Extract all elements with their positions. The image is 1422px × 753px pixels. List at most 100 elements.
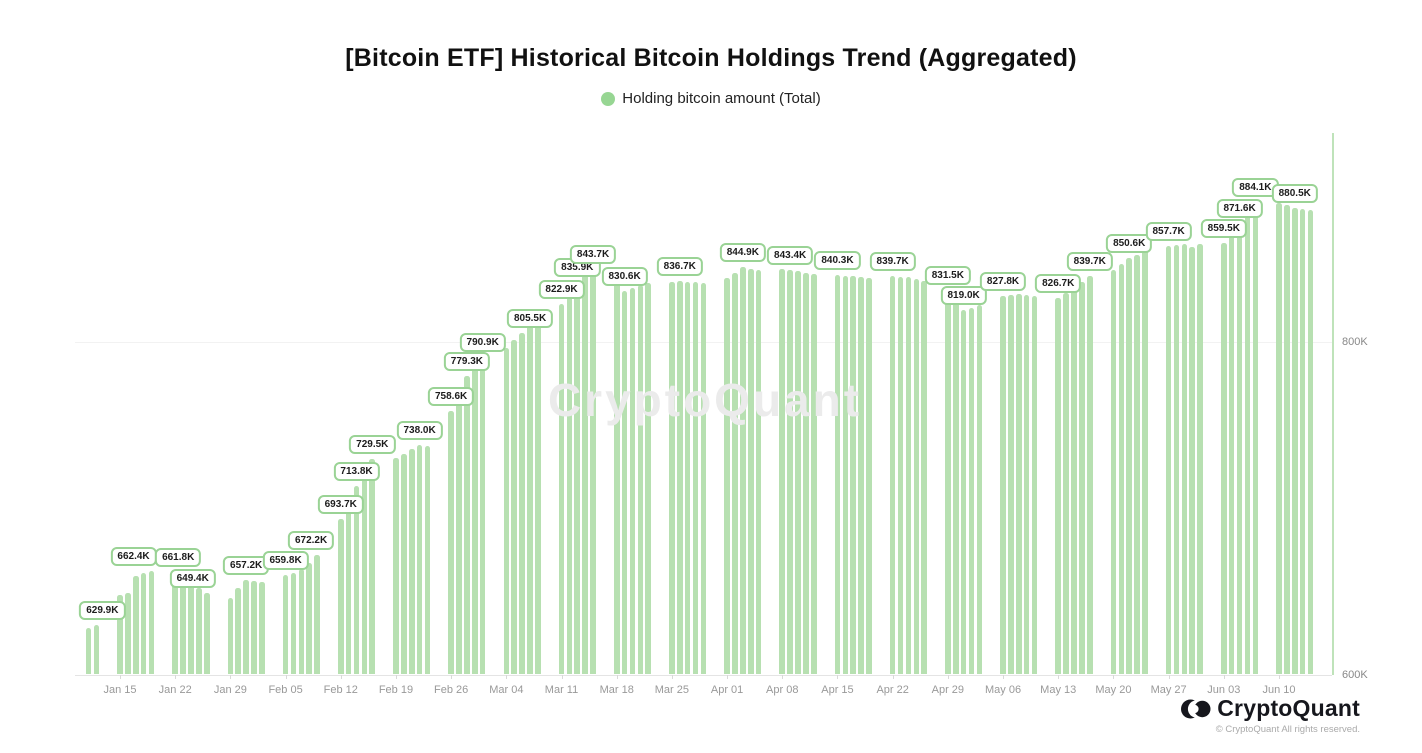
bar[interactable] bbox=[132, 575, 139, 674]
bar[interactable] bbox=[464, 376, 470, 674]
bar[interactable] bbox=[700, 282, 707, 674]
bar[interactable] bbox=[361, 471, 368, 674]
bar[interactable] bbox=[960, 310, 967, 674]
bar[interactable] bbox=[456, 395, 462, 674]
bar[interactable] bbox=[298, 569, 305, 674]
bar[interactable] bbox=[519, 332, 525, 674]
bar[interactable] bbox=[306, 562, 313, 674]
bar[interactable] bbox=[945, 289, 951, 674]
bar[interactable] bbox=[1008, 294, 1014, 674]
bar[interactable] bbox=[1016, 293, 1022, 674]
bar[interactable] bbox=[1276, 202, 1282, 674]
bar[interactable] bbox=[795, 271, 801, 674]
bar[interactable] bbox=[259, 581, 265, 674]
bar[interactable] bbox=[1228, 233, 1235, 674]
bar[interactable] bbox=[582, 274, 588, 674]
bar[interactable] bbox=[424, 446, 431, 674]
bar[interactable] bbox=[416, 445, 423, 674]
bar[interactable] bbox=[1252, 201, 1259, 674]
bar[interactable] bbox=[503, 347, 510, 674]
bar[interactable] bbox=[243, 579, 249, 674]
bar[interactable] bbox=[1142, 250, 1148, 674]
bar[interactable] bbox=[511, 340, 517, 674]
bar[interactable] bbox=[1023, 295, 1030, 674]
bar[interactable] bbox=[787, 269, 793, 674]
bar[interactable] bbox=[1244, 212, 1251, 674]
bar[interactable] bbox=[401, 453, 407, 674]
bar[interactable] bbox=[1221, 242, 1227, 674]
bar[interactable] bbox=[188, 580, 194, 674]
bar[interactable] bbox=[811, 274, 817, 674]
bar[interactable] bbox=[897, 276, 904, 674]
bar[interactable] bbox=[558, 303, 565, 674]
bar[interactable] bbox=[889, 275, 896, 674]
bar[interactable] bbox=[290, 573, 297, 674]
bar[interactable] bbox=[196, 587, 202, 674]
bar[interactable] bbox=[1165, 245, 1172, 674]
bar[interactable] bbox=[866, 277, 872, 674]
bar[interactable] bbox=[566, 292, 573, 674]
bar[interactable] bbox=[93, 625, 100, 674]
bar[interactable] bbox=[732, 272, 738, 674]
bar[interactable] bbox=[590, 269, 596, 674]
bar[interactable] bbox=[1086, 275, 1093, 674]
bar[interactable] bbox=[1126, 257, 1132, 674]
bar[interactable] bbox=[1299, 209, 1306, 674]
bar[interactable] bbox=[353, 485, 360, 674]
bar[interactable] bbox=[1079, 282, 1085, 674]
bar[interactable] bbox=[235, 588, 242, 674]
bar[interactable] bbox=[117, 595, 123, 674]
bar[interactable] bbox=[621, 291, 628, 674]
bar[interactable] bbox=[921, 281, 927, 674]
bar[interactable] bbox=[1181, 244, 1188, 674]
bar[interactable] bbox=[1284, 204, 1290, 674]
bar[interactable] bbox=[1134, 254, 1140, 674]
bar[interactable] bbox=[905, 277, 912, 674]
bar[interactable] bbox=[858, 277, 864, 674]
bar[interactable] bbox=[180, 574, 186, 674]
bar[interactable] bbox=[842, 275, 849, 674]
bar[interactable] bbox=[613, 279, 620, 674]
bar[interactable] bbox=[140, 572, 147, 674]
bar[interactable] bbox=[779, 268, 786, 674]
bar[interactable] bbox=[637, 285, 644, 674]
bar[interactable] bbox=[952, 300, 959, 674]
bar[interactable] bbox=[148, 571, 155, 674]
bar[interactable] bbox=[527, 324, 533, 674]
bar[interactable] bbox=[645, 282, 652, 674]
bar[interactable] bbox=[251, 580, 257, 674]
bar[interactable] bbox=[913, 278, 920, 674]
bar[interactable] bbox=[1236, 222, 1243, 674]
bar[interactable] bbox=[684, 281, 691, 674]
bar[interactable] bbox=[676, 280, 683, 674]
bar[interactable] bbox=[203, 592, 210, 674]
bar[interactable] bbox=[724, 277, 730, 674]
bar[interactable] bbox=[976, 304, 983, 674]
bar[interactable] bbox=[227, 598, 234, 674]
bar[interactable] bbox=[314, 554, 320, 674]
bar[interactable] bbox=[1031, 296, 1038, 674]
bar[interactable] bbox=[1063, 292, 1069, 674]
legend-item-holding-amount[interactable]: Holding bitcoin amount (Total) bbox=[601, 90, 821, 107]
bar[interactable] bbox=[535, 316, 541, 674]
bar[interactable] bbox=[629, 287, 636, 674]
bar[interactable] bbox=[471, 366, 478, 674]
bar[interactable] bbox=[1110, 269, 1117, 674]
bar[interactable] bbox=[1307, 210, 1314, 674]
bar[interactable] bbox=[740, 267, 746, 674]
bar[interactable] bbox=[850, 276, 857, 674]
bar[interactable] bbox=[172, 572, 178, 674]
bar[interactable] bbox=[1291, 207, 1298, 674]
bar[interactable] bbox=[747, 269, 754, 674]
bar[interactable] bbox=[1055, 297, 1062, 674]
bar[interactable] bbox=[369, 459, 376, 674]
bar[interactable] bbox=[345, 503, 352, 674]
bar[interactable] bbox=[968, 307, 975, 674]
bar[interactable] bbox=[755, 270, 762, 674]
bar[interactable] bbox=[125, 592, 131, 674]
bar[interactable] bbox=[1118, 263, 1125, 674]
bar[interactable] bbox=[337, 518, 344, 674]
bar[interactable] bbox=[803, 272, 809, 674]
bar[interactable] bbox=[692, 282, 699, 674]
bar[interactable] bbox=[1173, 244, 1180, 674]
